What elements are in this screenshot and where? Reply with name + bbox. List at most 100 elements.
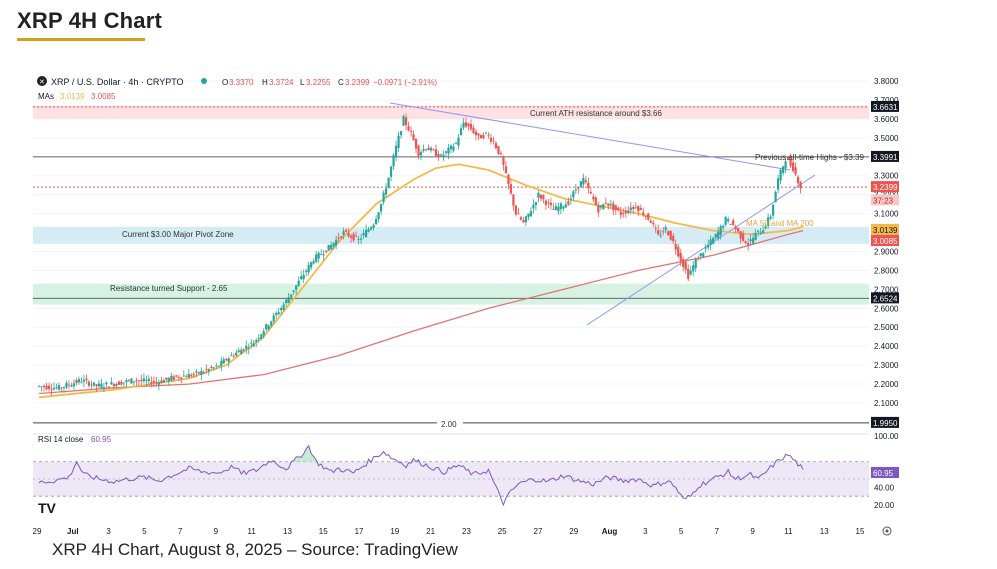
candle-body (682, 259, 685, 267)
candle-body (624, 211, 627, 214)
support-zone (33, 283, 869, 305)
candle-body (507, 174, 510, 185)
candle-body (754, 232, 757, 240)
candle-body (117, 381, 121, 385)
price-tick-label: 2.4000 (874, 342, 899, 351)
candle-body (489, 137, 493, 142)
candle-body (230, 354, 233, 356)
ohlc-low: 3.2255 (306, 78, 331, 87)
candle-body (462, 122, 465, 128)
level-2-price-tag-bg (871, 416, 899, 428)
candle-body (784, 161, 787, 169)
time-axis[interactable]: 29 Jul 3 5 7 9 11 13 15 17 19 21 23 25 27 29 Aug 3 5 7 9 11 13… (33, 527, 865, 536)
candle-body (220, 360, 223, 366)
candle-body (619, 211, 622, 215)
candle-body (305, 270, 308, 273)
candle-body (717, 231, 720, 239)
candle-body (467, 123, 470, 127)
symbol-title[interactable]: XRP / U.S. Dollar · 4h · CRYPTO (51, 77, 184, 87)
ascending-trendline (586, 174, 816, 326)
candle-body (664, 227, 667, 231)
candle-body (459, 128, 463, 136)
candle-body (52, 387, 56, 390)
candle-body (80, 381, 83, 383)
symbol-icon-glyph: ✕ (39, 79, 45, 86)
candle-body (652, 222, 655, 225)
market-status-icon (201, 78, 207, 84)
candle-body (714, 233, 717, 238)
candle-body (722, 225, 725, 228)
settings-icon[interactable] (882, 526, 892, 536)
time-tick-label: 29 (33, 527, 42, 536)
candle-body (252, 343, 255, 347)
candle-body (659, 235, 662, 237)
candle-body (417, 145, 420, 156)
candle-body (499, 153, 503, 155)
ma50-value: 3.0139 (60, 92, 85, 101)
candle-body (492, 140, 495, 142)
candle-body (62, 387, 66, 388)
candle-body (474, 131, 478, 136)
ohlc-change: −0.0971 (−2.91%) (373, 78, 437, 87)
candle-body (534, 202, 537, 206)
candle-body (729, 223, 732, 225)
candle-body (479, 135, 483, 139)
candle-body (572, 191, 575, 198)
candle-body (272, 315, 275, 322)
candle-body (667, 231, 670, 236)
candle-body (70, 385, 73, 387)
ma-note-label: MA 50 and MA 200 (746, 219, 814, 228)
candle-body (767, 217, 770, 227)
candle-body (350, 235, 353, 238)
countdown-tag-bg (871, 194, 899, 206)
candle-body (647, 213, 650, 220)
figure-caption: XRP 4H Chart, August 8, 2025 – Source: T… (52, 540, 458, 559)
candle-body (202, 372, 205, 374)
candle-body (362, 233, 365, 236)
level-2-label-bg (437, 418, 463, 430)
candle-body (205, 368, 208, 370)
candle-body (487, 135, 490, 137)
candle-body (355, 235, 358, 237)
candle-body (622, 212, 625, 214)
candle-body (332, 242, 335, 247)
candle-body (752, 237, 755, 244)
candle-body (657, 230, 660, 235)
rsi-overbought-fill (286, 445, 324, 462)
candle-body (449, 145, 453, 150)
ma50-price-tag: 3.0139 (873, 226, 898, 235)
ath-resistance-label: Current ATH resistance around $3.66 (530, 109, 662, 118)
candle-body (587, 182, 590, 189)
page-title: XRP 4H Chart (17, 8, 163, 33)
ma200-price-tag: 3.0085 (873, 237, 898, 246)
candle-body (267, 325, 270, 329)
candle-body (452, 146, 455, 151)
support-price-tag: 2.6524 (873, 294, 898, 303)
candle-body (185, 376, 188, 378)
time-tick-label: 11 (248, 527, 257, 536)
candle-body (702, 253, 705, 257)
candle-body (799, 182, 802, 189)
candle-body (292, 290, 295, 292)
pivot-zone-label: Current $3.00 Major Pivot Zone (122, 230, 234, 239)
candle-body (759, 232, 762, 235)
candle-body (564, 204, 567, 208)
candle-body (537, 192, 540, 198)
candle-body (384, 188, 388, 195)
candle-body (175, 375, 178, 377)
candle-body (97, 383, 101, 387)
time-tick-label: 7 (178, 527, 183, 536)
candle-body (527, 213, 530, 217)
candle-body (165, 377, 168, 380)
ma200-value: 3.0085 (91, 92, 116, 101)
candle-body (669, 230, 672, 240)
candle-body (514, 205, 518, 215)
candle-body (47, 385, 51, 389)
candle-body (457, 137, 460, 146)
candle-body (312, 261, 315, 264)
candle-body (794, 167, 797, 175)
candle-body (599, 205, 602, 208)
candle-body (764, 226, 767, 229)
candle-body (692, 265, 695, 272)
